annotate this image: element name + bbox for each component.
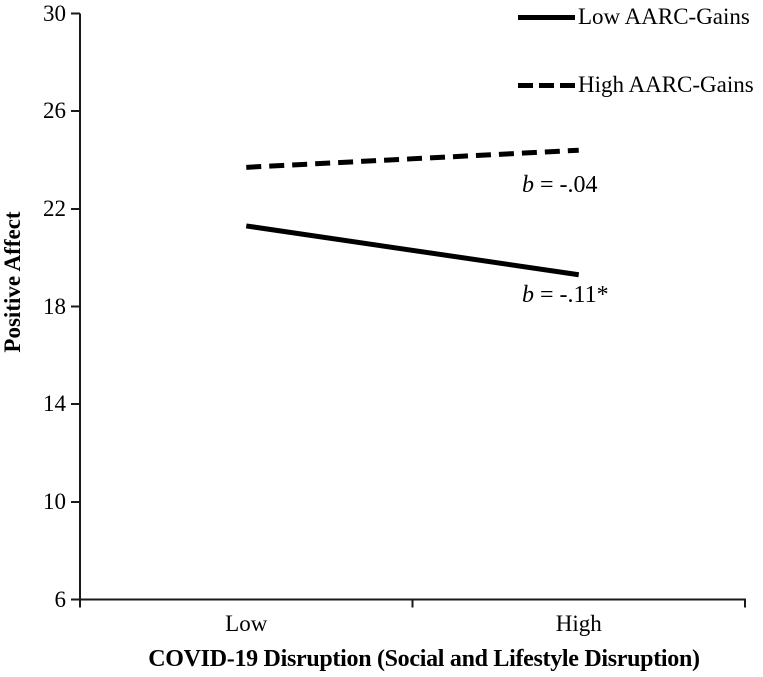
x-axis-title: COVID-19 Disruption (Social and Lifestyl… <box>148 646 700 672</box>
y-tick-label: 26 <box>43 98 66 124</box>
y-tick-label: 6 <box>54 586 67 612</box>
slope-symbol: b <box>522 172 534 198</box>
y-tick-label: 10 <box>43 488 66 514</box>
y-axis-title: Positive Affect <box>0 211 25 353</box>
x-category-label: High <box>555 611 602 636</box>
y-tick-label: 30 <box>43 0 66 26</box>
slope-symbol: b <box>522 282 534 308</box>
y-tick-label: 18 <box>43 293 66 319</box>
legend-label-low-aarc-gains: Low AARC-Gains <box>578 4 750 29</box>
slope-value: = -.04 <box>534 172 598 198</box>
legend-label-high-aarc-gains: High AARC-Gains <box>578 72 754 97</box>
slope-value: = -.11* <box>534 282 609 308</box>
series-line-low-aarc-gains <box>245 223 580 278</box>
solid-line-swatch <box>518 14 575 20</box>
legend-item-high-aarc-gains: High AARC-Gains <box>518 71 754 99</box>
dashed-line-swatch <box>518 82 575 88</box>
y-tick-label: 14 <box>43 391 66 417</box>
x-category-label: Low <box>225 611 268 636</box>
slope-annotation-low-aarc-gains: b = -.11* <box>522 281 609 309</box>
legend-item-low-aarc-gains: Low AARC-Gains <box>518 3 750 31</box>
slope-annotation-high-aarc-gains: b = -.04 <box>522 171 598 199</box>
series-line-high-aarc-gains <box>246 147 579 170</box>
y-tick-label: 22 <box>43 195 66 221</box>
